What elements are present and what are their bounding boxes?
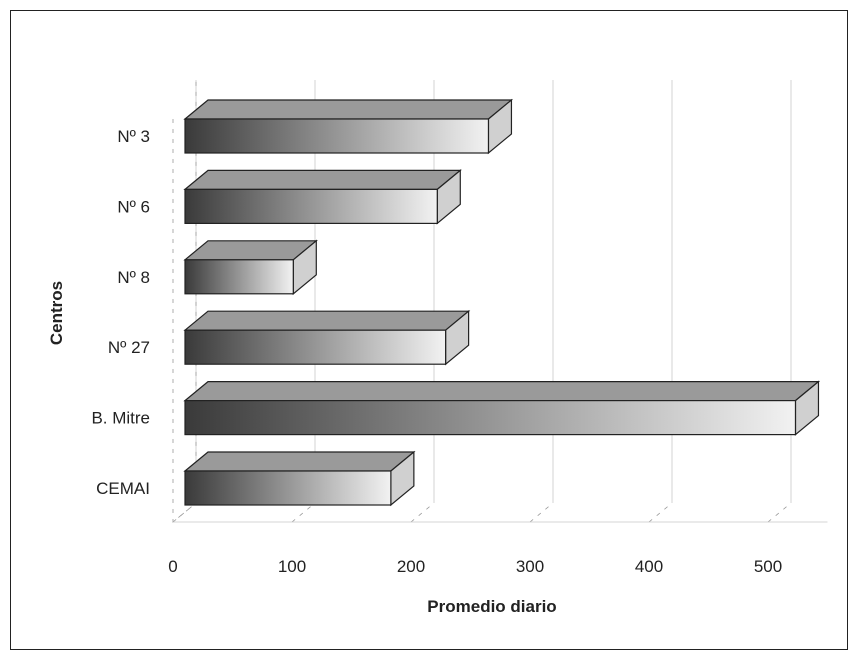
floor-gridline	[529, 502, 554, 523]
bar-front	[184, 329, 447, 365]
y-axis-title: Centros	[47, 281, 66, 345]
floor-gridline	[410, 502, 435, 523]
y-tick-label: B. Mitre	[91, 409, 150, 428]
bar-front	[184, 400, 797, 436]
bar-front	[184, 118, 490, 154]
bar-1	[183, 169, 462, 225]
y-tick-label: Nº 3	[117, 127, 150, 146]
bar-front	[184, 470, 392, 506]
x-tick-label: 0	[168, 557, 177, 576]
y-tick-label: Nº 6	[117, 197, 150, 216]
y-tick-label: Nº 27	[108, 338, 150, 357]
floor-gridline	[291, 502, 316, 523]
bar-top	[183, 381, 821, 402]
bar-front	[184, 188, 438, 224]
x-axis-title: Promedio diario	[427, 597, 556, 616]
bars-layer	[183, 98, 821, 507]
x-tick-label: 400	[635, 557, 663, 576]
bar-2	[183, 239, 318, 296]
bar-top	[183, 99, 514, 120]
x-tick-label: 200	[397, 557, 425, 576]
x-tick-label: 500	[754, 557, 782, 576]
bar-3	[183, 309, 471, 366]
bar-front	[184, 259, 294, 295]
side-wall	[172, 80, 197, 523]
bar-top	[183, 310, 471, 331]
bar-top	[183, 169, 462, 190]
floor-gridline	[767, 502, 792, 523]
floor-gridline	[648, 502, 673, 523]
x-tick-label: 100	[278, 557, 306, 576]
floor-gridline	[172, 502, 197, 523]
bar-4	[183, 380, 821, 436]
bar-5	[183, 450, 416, 507]
bar-top	[183, 451, 416, 472]
bar-0	[183, 98, 514, 155]
y-tick-labels: Nº 3 Nº 6 Nº 8 Nº 27 B. Mitre CEMAI	[91, 127, 150, 498]
y-tick-label: CEMAI	[96, 479, 150, 498]
x-tick-label: 300	[516, 557, 544, 576]
x-tick-labels: 0 100 200 300 400 500	[168, 557, 782, 576]
y-tick-label: Nº 8	[117, 268, 150, 287]
